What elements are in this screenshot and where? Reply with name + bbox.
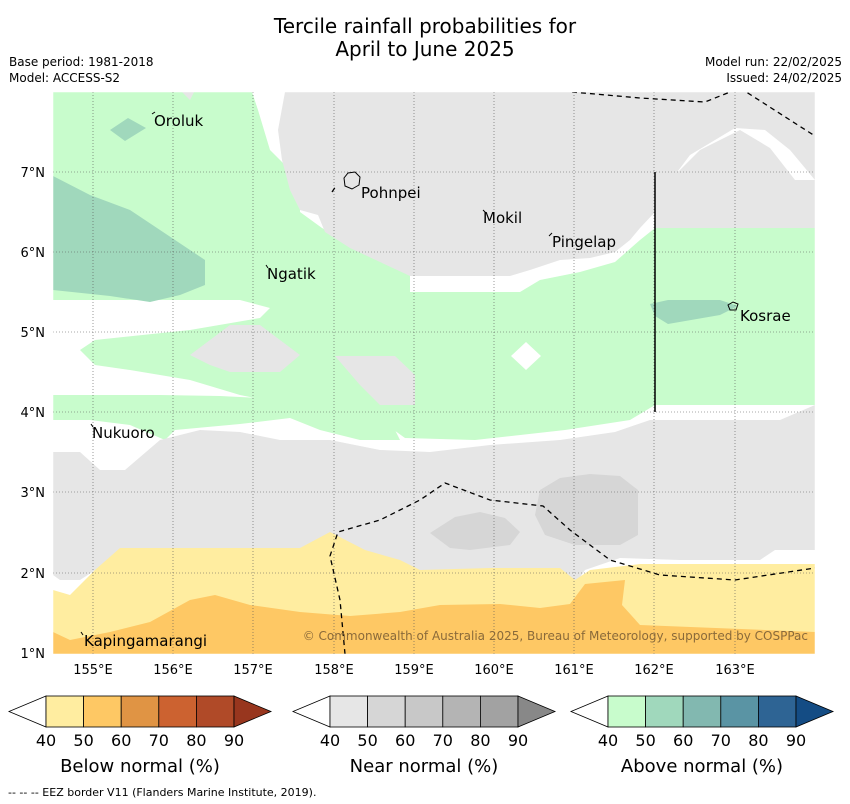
graticule [53,92,815,654]
lat-tick-label: 1°N [21,647,46,662]
near-normal-darker-patch-center [430,512,520,550]
colorbar-segment [442,695,481,728]
colorbar-tick-label: 70 [433,731,453,750]
lat-tick-label: 5°N [21,326,46,341]
colorbar-tick-label: 60 [673,731,693,750]
colorbar-tick-label: 90 [508,731,528,750]
lon-tick-label: 162°E [634,663,674,678]
colorbar-tick-label: 50 [357,731,377,750]
colorbar-segment [158,695,197,728]
lon-tick-label: 163°E [715,663,755,678]
colorbar-segment [367,695,406,728]
eez-footnote: -- -- -- EEZ border V11 (Flanders Marine… [8,786,317,799]
kosrae-island-shape [727,301,739,311]
lat-tick-label: 2°N [21,567,46,582]
colorbar-segment [682,695,722,728]
eez-border [329,92,815,654]
lat-tick-label: 7°N [21,166,46,181]
colorbar-segment [195,695,235,728]
lat-tick-label: 3°N [21,486,46,501]
longitude-axis: 155°E 156°E 157°E 158°E 159°E 160°E 161°… [73,663,755,678]
colorbar-under-triangle [7,695,47,728]
colorbar-segment [607,695,646,728]
colorbar-segment [720,695,759,728]
near-normal-darker-patch-east [535,474,638,545]
colorbar-tick-label: 40 [320,731,340,750]
colorbar-tick-label: 40 [36,731,56,750]
colorbar-segment [645,695,684,728]
colorbar-segment [758,695,797,728]
colorbar-over-triangle [517,695,557,728]
above-normal-60-patch-oroluk [110,118,146,141]
pohnpei-island-shape [343,171,361,190]
white-diamond-gap [511,342,541,370]
colorbar-tick-label: 70 [711,731,731,750]
colorbar-tick-label: 80 [748,731,768,750]
above-normal-region-south [53,395,400,440]
colorbar-under-triangle [569,695,609,728]
island-outlines [80,111,739,636]
colorbar-segment [479,695,519,728]
copyright-notice: © Commonwealth of Australia 2025, Bureau… [303,629,808,643]
probability-field [53,92,815,654]
place-label-mokil: Mokil [483,209,522,227]
lon-tick-label: 158°E [314,663,354,678]
colorbar-tick-label: 60 [395,731,415,750]
near-normal-region-north [278,92,815,276]
place-label-kosrae: Kosrae [740,307,791,325]
latitude-axis: 1°N 2°N 3°N 4°N 5°N 6°N 7°N [21,166,46,662]
colorbar-segment [329,695,368,728]
lon-tick-label: 157°E [233,663,273,678]
lon-tick-label: 160°E [474,663,514,678]
base-period-label: Base period: 1981-2018 [9,55,154,69]
colorbar-segment [45,695,84,728]
colorbar-tick-label: 60 [111,731,131,750]
colorbar-segment [120,695,160,728]
colorbar-tick-label: 80 [470,731,490,750]
lat-tick-label: 4°N [21,406,46,421]
place-label-oroluk: Oroluk [154,112,203,130]
colorbar-over-triangle [233,695,273,728]
lon-tick-label: 159°E [394,663,434,678]
near-normal-patch-ngatik [190,325,300,372]
near-normal-patch-center [335,356,415,405]
lon-tick-label: 155°E [73,663,113,678]
colorbar-title: Near normal (%) [350,756,499,777]
colorbar: 40 50 60 70 80 90 Near normal (%) [291,695,557,777]
colorbar-title: Above normal (%) [621,756,783,777]
colorbar-over-triangle [795,695,835,728]
colorbar-tick-label: 90 [224,731,244,750]
above-normal-60-patch-west [53,176,205,302]
colorbar-title: Below normal (%) [60,756,220,777]
place-label-pohnpei: Pohnpei [361,184,421,202]
colorbar-tick-label: 50 [73,731,93,750]
below-normal-60-region [53,580,815,654]
colorbar-tick-label: 70 [149,731,169,750]
place-label-ngatik: Ngatik [267,265,316,283]
colorbar-tick-label: 90 [786,731,806,750]
above-normal-60-patch-kosrae [650,300,738,324]
model-run-label: Model run: 22/02/2025 [704,55,842,69]
place-label-pingelap: Pingelap [552,233,616,251]
lat-tick-label: 6°N [21,246,46,261]
place-label-kapingamarangi: Kapingamarangi [84,632,207,650]
lon-tick-label: 161°E [554,663,594,678]
issued-label: Issued: 24/02/2025 [726,71,842,85]
model-label: Model: ACCESS-S2 [9,71,121,85]
colorbar-tick-label: 80 [186,731,206,750]
colorbar-tick-label: 40 [598,731,618,750]
near-normal-sliver-north [182,92,194,100]
colorbar-segment [404,695,444,728]
lon-tick-label: 156°E [153,663,193,678]
map-title-line-2: April to June 2025 [335,37,515,61]
colorbar-under-triangle [291,695,331,728]
place-label-nukuoro: Nukuoro [92,424,155,442]
colorbar-tick-label: 50 [635,731,655,750]
colorbar-segment [83,695,122,728]
map-title-line-1: Tercile rainfall probabilities for [273,14,577,38]
